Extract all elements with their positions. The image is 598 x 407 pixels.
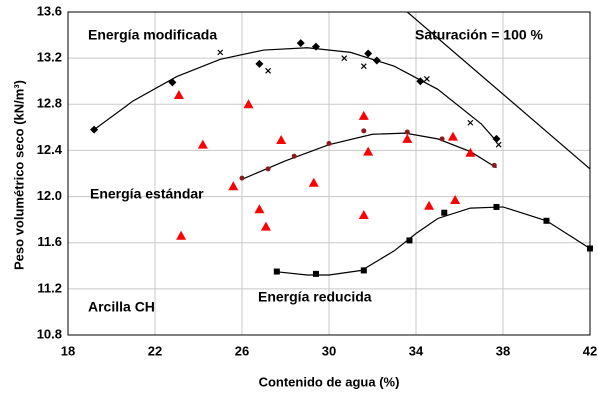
point: [341, 55, 348, 62]
annotation: Arcilla CH: [88, 299, 155, 315]
point: [197, 139, 208, 149]
x-tick-label: 22: [148, 343, 162, 358]
point: [364, 49, 373, 58]
point: [291, 153, 297, 159]
fit-curve: [274, 206, 590, 276]
y-tick-label: 13.6: [37, 3, 62, 18]
point: [402, 133, 413, 143]
point: [276, 135, 287, 145]
point: [265, 67, 272, 74]
fit-curve: [406, 12, 590, 170]
point: [168, 78, 177, 87]
point: [447, 131, 458, 141]
point: [424, 200, 435, 210]
y-tick-label: 12.0: [37, 188, 62, 203]
point: [467, 119, 474, 126]
annotation: Saturación = 100 %: [415, 27, 544, 43]
y-tick-label: 11.2: [37, 280, 62, 295]
y-tick-label: 12.4: [37, 142, 63, 157]
point: [312, 270, 319, 277]
point: [423, 75, 430, 82]
point: [326, 141, 332, 147]
point: [372, 56, 381, 65]
point: [465, 147, 476, 157]
point: [363, 146, 374, 156]
point: [491, 162, 497, 168]
point: [404, 129, 410, 135]
point: [450, 195, 461, 205]
point: [239, 175, 245, 181]
y-tick-label: 12.8: [37, 96, 62, 111]
point: [439, 136, 445, 142]
annotation: Energía estándar: [90, 186, 204, 202]
y-tick-label: 13.2: [37, 50, 62, 65]
point: [265, 166, 271, 172]
point: [173, 90, 184, 100]
point: [176, 230, 187, 240]
point: [260, 221, 271, 231]
point: [495, 141, 502, 148]
point: [543, 217, 550, 224]
point: [358, 210, 369, 220]
fit-curve: [93, 47, 497, 142]
y-tick-label: 11.6: [37, 234, 62, 249]
plot-frame: [67, 11, 591, 336]
point: [311, 42, 320, 51]
point: [360, 267, 367, 274]
point: [243, 99, 254, 109]
x-tick-label: 42: [583, 343, 597, 358]
x-tick-label: 34: [409, 343, 424, 358]
point: [296, 39, 305, 48]
x-tick-label: 18: [61, 343, 75, 358]
point: [254, 204, 265, 214]
point: [255, 59, 264, 68]
point: [441, 209, 448, 216]
point: [360, 63, 367, 70]
point: [406, 237, 413, 244]
x-tick-label: 26: [235, 343, 249, 358]
x-tick-label: 38: [496, 343, 510, 358]
point: [361, 128, 367, 134]
point: [492, 134, 501, 143]
point: [228, 181, 239, 191]
point: [90, 125, 99, 134]
annotation: Energía reducida: [258, 289, 372, 305]
point: [416, 77, 425, 86]
point: [273, 268, 280, 275]
point: [358, 110, 369, 120]
y-axis-label: Peso volumétrico seco (kN/m³): [11, 80, 26, 270]
point: [587, 245, 593, 252]
point: [308, 177, 319, 187]
y-tick-label: 10.8: [37, 326, 62, 341]
point: [217, 49, 224, 56]
x-axis-label: Contenido de agua (%): [259, 374, 400, 389]
x-tick-label: 30: [322, 343, 336, 358]
point: [493, 203, 500, 210]
annotation: Energía modificada: [88, 27, 217, 43]
